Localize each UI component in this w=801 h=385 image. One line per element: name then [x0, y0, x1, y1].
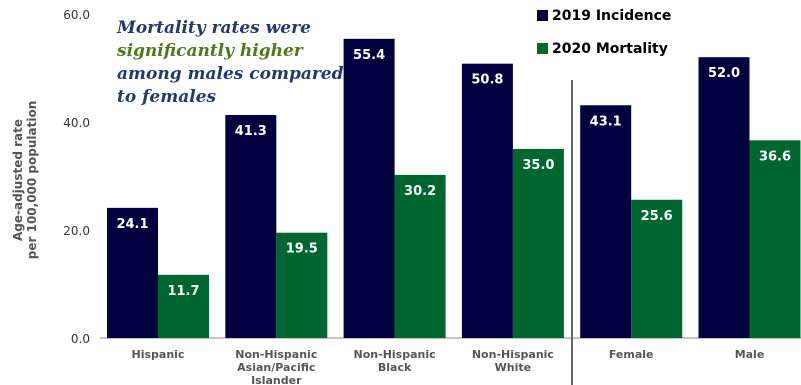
bar-value-label: 52.0 [708, 66, 740, 81]
x-category-label: Male [735, 348, 765, 361]
bar-value-label: 55.4 [353, 48, 385, 63]
bar-value-label: 35.0 [522, 158, 554, 173]
bar-incidence [698, 57, 750, 338]
bar-value-label: 25.6 [641, 209, 673, 224]
legend-label-mortality: 2020 Mortality [552, 41, 668, 57]
legend-label-incidence: 2019 Incidence [552, 8, 672, 24]
y-ticks: 0.0 20.0 40.0 60.0 [63, 8, 90, 346]
y-tick-label: 20.0 [63, 224, 90, 238]
chart-annotation: Mortality rates were significantly higher… [116, 18, 344, 107]
bar-value-label: 36.6 [759, 149, 791, 164]
legend-swatch-incidence [537, 10, 548, 21]
legend-item-mortality: 2020 Mortality [537, 41, 668, 57]
x-category-label: Non-Hispanic Black [354, 348, 436, 374]
x-category-label: Non-Hispanic Asian/Pacific Islander [235, 348, 317, 385]
bar-incidence [461, 63, 513, 339]
annotation-line: Mortality rates were [116, 18, 311, 38]
bar-value-label: 19.5 [286, 242, 318, 257]
bar-mortality [631, 199, 683, 338]
y-axis-label: Age-adjusted rateper 100,000 population [11, 101, 39, 259]
bar-value-label: 50.8 [471, 73, 503, 88]
bar-value-label: 30.2 [404, 184, 436, 199]
bar-mortality [394, 174, 446, 338]
bar-mortality [749, 140, 801, 338]
x-labels: Hispanic Non-Hispanic Asian/Pacific Islande… [132, 348, 765, 385]
legend-item-incidence: 2019 Incidence [537, 8, 671, 24]
annotation-line: significantly higher [116, 41, 304, 61]
bar-value-label: 24.1 [116, 217, 148, 232]
bar-mortality [158, 274, 209, 338]
y-tick-label: 0.0 [71, 332, 90, 346]
bar-incidence [107, 207, 158, 338]
x-category-label: Female [609, 348, 654, 361]
bar-value-label: 41.3 [235, 124, 267, 139]
bars: 24.1 11.7 41.3 19.5 55.4 30.2 50.8 35.0 43.1 25.6… [107, 38, 801, 339]
y-tick-label: 40.0 [63, 116, 90, 130]
bar-value-label: 11.7 [167, 284, 199, 299]
annotation-line: among males compared [117, 64, 344, 84]
x-category-label: Non-Hispanic White [472, 348, 554, 374]
y-tick-label: 60.0 [63, 8, 90, 22]
bar-incidence [343, 38, 395, 339]
y-axis-title: Age-adjusted rateper 100,000 population [11, 101, 39, 259]
bar-incidence [580, 105, 632, 338]
bar-incidence [225, 114, 277, 338]
legend-swatch-mortality [537, 43, 548, 54]
bar-value-label: 43.1 [590, 114, 622, 129]
bar-mortality [512, 149, 564, 338]
annotation-line: to females [117, 87, 217, 107]
x-category-label: Hispanic [132, 348, 185, 361]
bar-mortality [276, 232, 328, 338]
